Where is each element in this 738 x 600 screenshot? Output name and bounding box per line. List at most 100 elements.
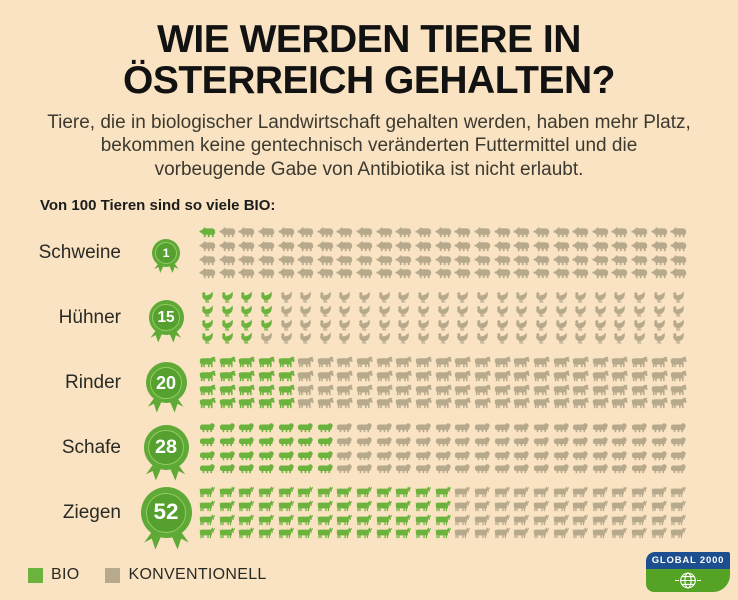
chicken-icon [435, 305, 452, 317]
pig-icon [219, 226, 236, 238]
icon-grid [199, 225, 690, 280]
sheep-icon [553, 462, 570, 474]
cow-icon [651, 370, 668, 382]
chicken-icon [592, 305, 609, 317]
sheep-icon [651, 435, 668, 447]
pig-icon [533, 240, 550, 252]
chicken-icon [219, 332, 236, 344]
pig-icon [513, 226, 530, 238]
goat-icon [278, 527, 295, 539]
badge-value: 28 [154, 435, 177, 458]
pig-icon [199, 240, 216, 252]
cow-icon [376, 397, 393, 409]
sheep-icon [592, 435, 609, 447]
pig-icon [494, 254, 511, 266]
goat-icon [651, 527, 668, 539]
goat-icon [533, 527, 550, 539]
legend-item-konventionell: KONVENTIONELL [105, 566, 266, 584]
cow-icon [258, 370, 275, 382]
cow-icon [336, 384, 353, 396]
cow-icon [572, 356, 589, 368]
cow-icon [513, 384, 530, 396]
sheep-icon [435, 421, 452, 433]
goat-icon [494, 527, 511, 539]
legend-label-konventionell: KONVENTIONELL [128, 566, 267, 583]
icon-grid [199, 485, 690, 540]
legend-label-bio: BIO [51, 566, 80, 583]
pig-icon [494, 226, 511, 238]
chicken-icon [199, 291, 216, 303]
sheep-icon [631, 449, 648, 461]
cow-icon [356, 384, 373, 396]
sheep-icon [474, 462, 491, 474]
pig-icon [631, 226, 648, 238]
sheep-icon [513, 421, 530, 433]
legend: BIO KONVENTIONELL [28, 566, 267, 584]
chicken-icon [376, 291, 393, 303]
pig-icon [199, 254, 216, 266]
sheep-icon [278, 449, 295, 461]
cow-icon [592, 384, 609, 396]
goat-icon [611, 486, 628, 498]
cow-icon [199, 397, 216, 409]
chicken-icon [553, 291, 570, 303]
cow-icon [553, 384, 570, 396]
cow-icon [336, 370, 353, 382]
sheep-icon [592, 421, 609, 433]
cow-icon [376, 370, 393, 382]
row-label: Schweine [38, 241, 121, 263]
cow-icon [395, 356, 412, 368]
chicken-icon [219, 305, 236, 317]
icon-grid [199, 290, 690, 345]
chicken-icon [297, 291, 314, 303]
cow-icon [454, 384, 471, 396]
cow-icon [278, 397, 295, 409]
pig-icon [553, 240, 570, 252]
chicken-icon [238, 332, 255, 344]
cow-icon [356, 397, 373, 409]
goat-icon [611, 514, 628, 526]
sheep-icon [199, 449, 216, 461]
pig-icon [651, 267, 668, 279]
goat-icon [238, 486, 255, 498]
badge-inner-circle: 1 [155, 241, 177, 264]
cow-icon [670, 356, 687, 368]
cow-icon [258, 356, 275, 368]
goat-icon [199, 514, 216, 526]
icon-grid [199, 420, 690, 475]
badge-circle: 20 [145, 362, 187, 404]
chicken-icon [494, 291, 511, 303]
pig-icon [415, 267, 432, 279]
goat-icon [356, 527, 373, 539]
pig-icon [435, 226, 452, 238]
cow-icon [513, 356, 530, 368]
chicken-icon [513, 305, 530, 317]
chicken-icon [356, 332, 373, 344]
pig-icon [592, 254, 609, 266]
goat-icon [278, 514, 295, 526]
pig-icon [454, 267, 471, 279]
pig-icon [533, 254, 550, 266]
sheep-icon [611, 449, 628, 461]
chicken-icon [258, 291, 275, 303]
sheep-icon [572, 435, 589, 447]
cow-icon [297, 397, 314, 409]
cow-icon [238, 370, 255, 382]
chicken-icon [356, 319, 373, 331]
goat-icon [553, 486, 570, 498]
cow-icon [395, 397, 412, 409]
cow-icon [199, 370, 216, 382]
pig-icon [435, 267, 452, 279]
pig-icon [670, 254, 687, 266]
sheep-icon [415, 462, 432, 474]
cow-icon [494, 356, 511, 368]
sheep-icon [219, 435, 236, 447]
row-label: Schafe [61, 436, 121, 458]
chicken-icon [474, 305, 491, 317]
cow-icon [199, 384, 216, 396]
chicken-icon [297, 305, 314, 317]
badge-zone: 1 [133, 238, 199, 273]
pig-icon [219, 240, 236, 252]
sheep-icon [199, 421, 216, 433]
sheep-icon [376, 449, 393, 461]
